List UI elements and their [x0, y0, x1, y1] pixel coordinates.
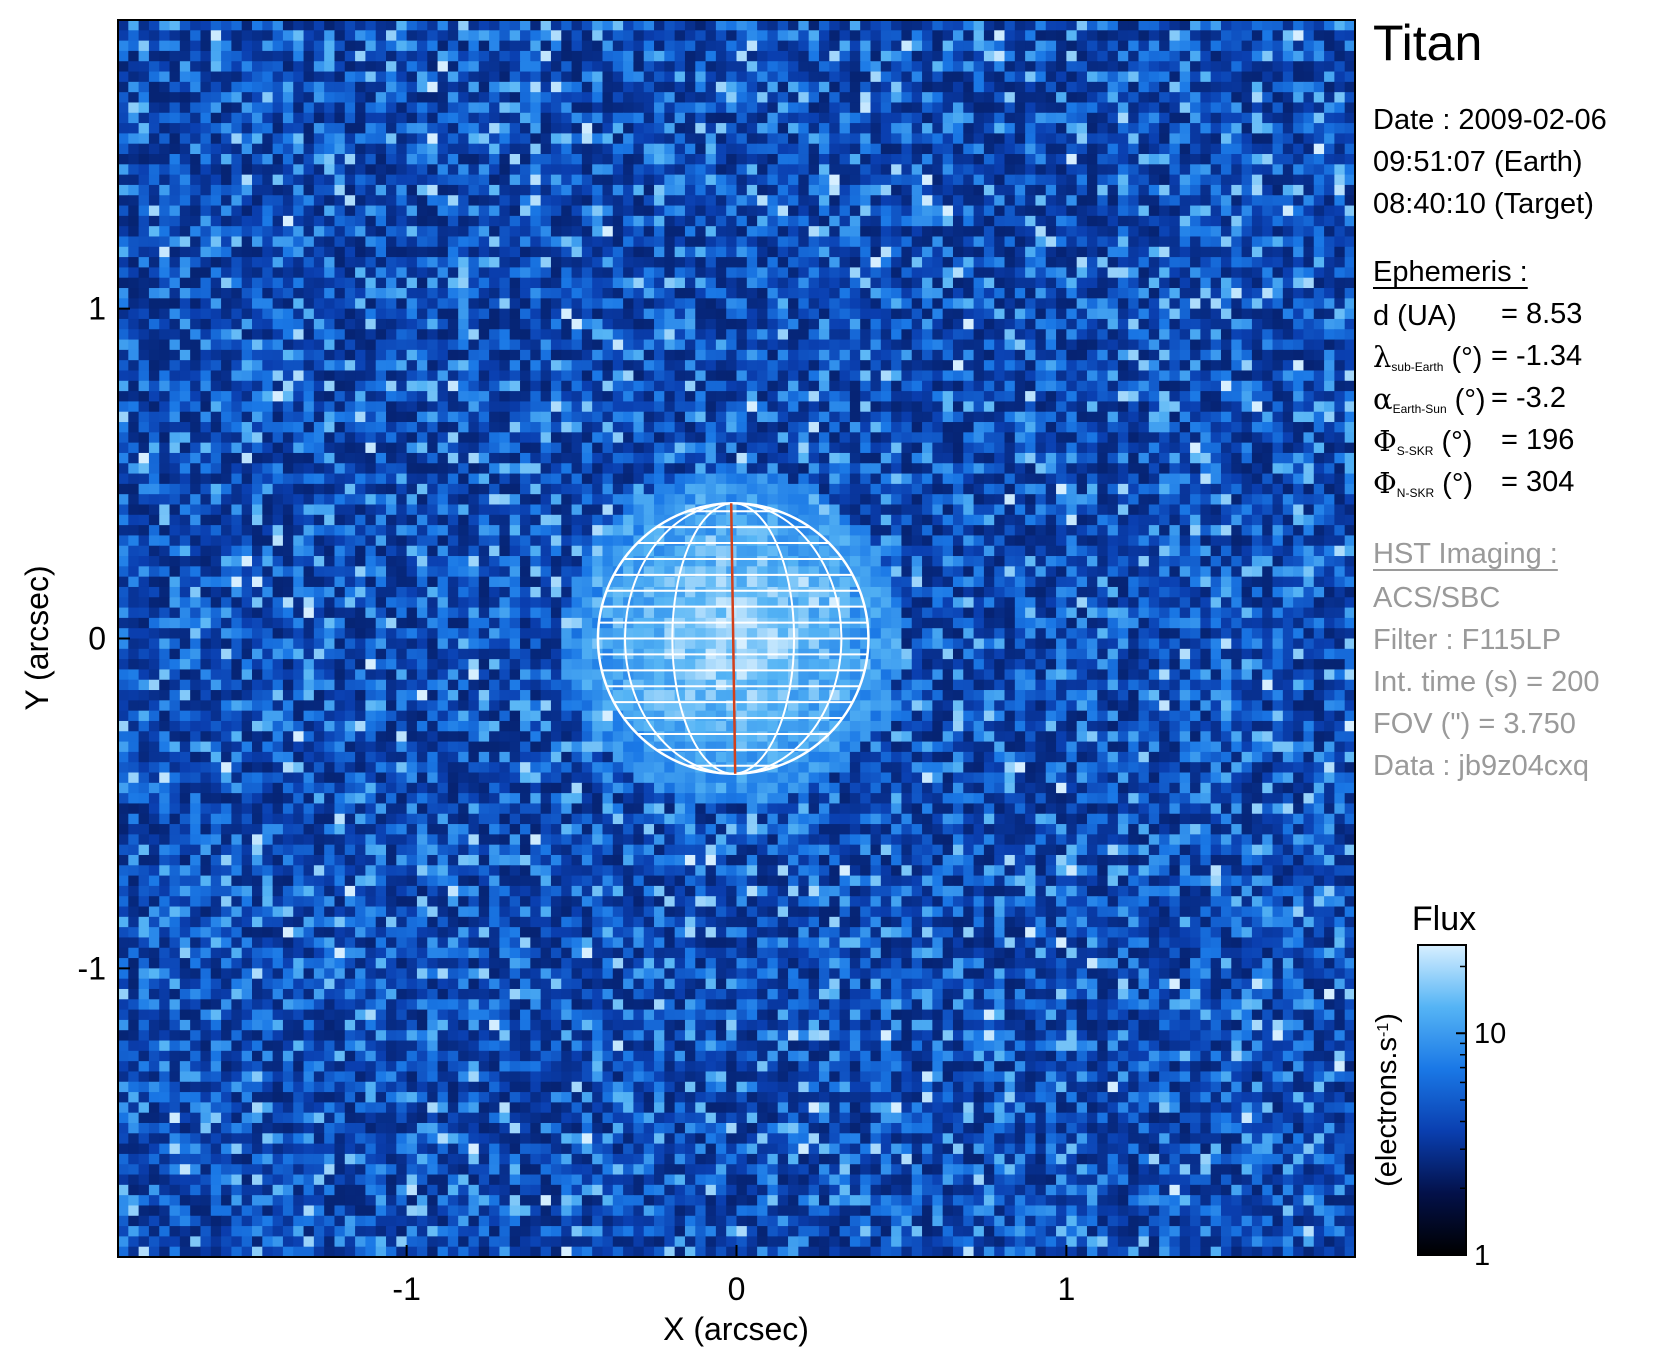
- disk-limb: [596, 502, 870, 775]
- x-tick-label: 0: [728, 1271, 746, 1307]
- hst-item: Int. time (s) = 200: [1373, 666, 1600, 698]
- ephemeris-item: ΦN-SKR (°) = 304: [1373, 466, 1575, 500]
- y-tick-label: -1: [78, 950, 106, 986]
- ephemeris-item: d (UA) = 8.53: [1373, 298, 1583, 332]
- hst-item: ACS/SBC: [1373, 582, 1501, 614]
- y-axis: 1 0 -1: [78, 291, 130, 986]
- flux-image: [118, 20, 1355, 1257]
- y-tick-label: 0: [88, 621, 106, 657]
- colorbar-label: (electrons.s-1): [1371, 1013, 1403, 1187]
- central-meridian: [729, 503, 737, 774]
- ephemeris-item: ΦS-SKR (°) = 196: [1373, 424, 1575, 458]
- y-axis-label: Y (arcsec): [19, 565, 55, 710]
- hst-item: FOV (") = 3.750: [1373, 708, 1576, 740]
- ephemeris-item: λsub-Earth (°) = -1.34: [1373, 340, 1583, 374]
- colorbar-tick-label: 10: [1474, 1018, 1506, 1050]
- colorbar-title: Flux: [1412, 900, 1476, 938]
- colorbar: [1417, 944, 1467, 1256]
- hst-item: Filter : F115LP: [1373, 624, 1562, 656]
- x-tick-label: 1: [1057, 1271, 1075, 1307]
- ephemeris-item: αEarth-Sun (°) = -3.2: [1373, 382, 1566, 416]
- titan-disk-grid: [596, 502, 870, 775]
- colorbar-axis: 10 1: [1456, 965, 1506, 1272]
- hst-item: Data : jb9z04cxq: [1373, 750, 1590, 782]
- observation-date: Date : 2009-02-06: [1373, 104, 1607, 136]
- x-axis-label: X (arcsec): [663, 1311, 809, 1347]
- ephemeris-header: Ephemeris :: [1373, 256, 1528, 288]
- earth-time: 09:51:07 (Earth): [1373, 146, 1583, 178]
- chart-title: Titan: [1373, 15, 1483, 71]
- x-tick-label: -1: [392, 1271, 420, 1307]
- y-tick-label: 1: [88, 291, 106, 327]
- x-axis: -1 0 1: [392, 1245, 1075, 1307]
- hst-header: HST Imaging :: [1373, 538, 1558, 570]
- colorbar-tick-label: 1: [1474, 1240, 1490, 1272]
- target-time: 08:40:10 (Target): [1373, 188, 1594, 220]
